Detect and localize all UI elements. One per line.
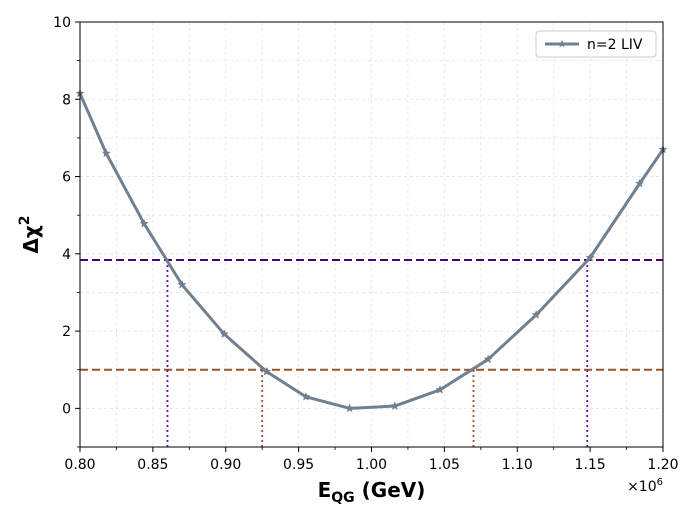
data-point <box>390 401 400 411</box>
x-tick-label: 0.85 <box>137 457 168 473</box>
y-tick-label: 6 <box>62 170 71 186</box>
data-point <box>585 252 595 262</box>
x-tick-label: 1.15 <box>575 457 606 473</box>
x-tick-label: 0.80 <box>64 457 95 473</box>
x-tick-label: 0.90 <box>210 457 241 473</box>
legend-marker-star <box>558 39 566 48</box>
series-layer <box>75 88 668 413</box>
data-point <box>177 279 187 289</box>
x-axis-title: EQG (GeV) <box>318 478 426 506</box>
data-point <box>139 218 149 228</box>
data-point <box>635 178 645 188</box>
y-tick-label: 2 <box>62 324 71 340</box>
y-tick-label: 10 <box>53 15 71 31</box>
legend-label-n2-liv: n=2 LIV <box>587 37 643 53</box>
tick-layer: 0.80 0.85 0.90 0.95 1.00 1.05 1.10 1.15 1.20 0 2 4 6… <box>53 15 678 473</box>
reference-lines <box>80 259 663 447</box>
data-point <box>531 309 541 319</box>
x-tick-label: 1.20 <box>647 457 678 473</box>
legend: n=2 LIV <box>535 30 657 58</box>
y-tick-label: 8 <box>62 92 71 108</box>
grid-layer <box>79 21 664 448</box>
legend-box <box>535 30 657 58</box>
data-point <box>101 148 111 158</box>
x-tick-label: 1.10 <box>502 457 533 473</box>
data-point <box>483 354 493 364</box>
x-tick-label: 1.00 <box>356 457 387 473</box>
y-tick-label: 4 <box>62 247 71 263</box>
x-tick-label: 0.95 <box>283 457 314 473</box>
x-tick-label: 1.05 <box>429 457 460 473</box>
data-point <box>435 384 445 394</box>
y-axis-title: Δχ2 <box>17 215 43 253</box>
data-point <box>301 391 311 401</box>
data-point <box>344 403 355 413</box>
x-axis-multiplier: ×106 <box>627 477 663 495</box>
data-point <box>219 329 229 339</box>
data-point <box>261 366 272 376</box>
y-tick-label: 0 <box>62 401 71 417</box>
